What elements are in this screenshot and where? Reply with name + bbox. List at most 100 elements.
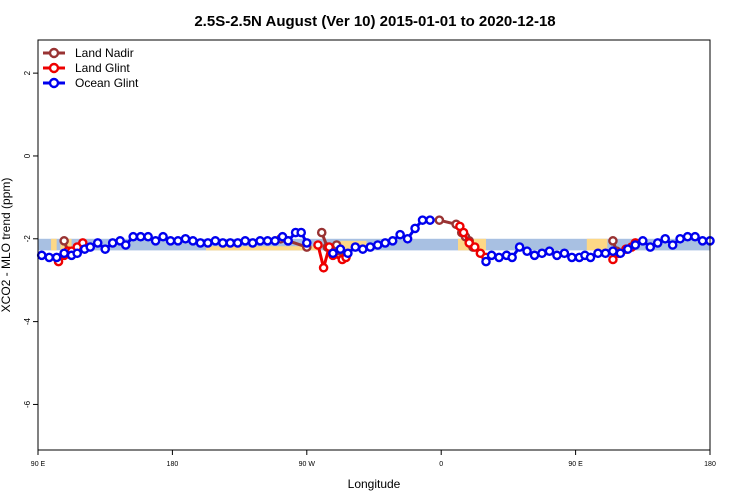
band-yellow-0 [51,238,57,251]
data-point-land-glint [469,242,480,252]
band-yellow-5 [586,238,598,251]
data-point-ocean-glint [600,248,611,259]
data-point-ocean-glint [380,238,391,248]
data-point-ocean-glint [529,250,540,261]
data-point-ocean-glint [365,242,376,252]
data-point-ocean-glint [697,236,708,246]
data-point-ocean-glint [660,233,671,244]
plot-frame [37,39,711,451]
data-point-ocean-glint [107,238,118,248]
legend-marker-land-glint [48,62,60,74]
data-point-ocean-glint [667,240,678,250]
data-point-land-glint [608,254,618,265]
data-point-ocean-glint [652,238,663,248]
series-ocean-glint [36,215,715,267]
data-point-ocean-glint [296,227,307,238]
data-point-ocean-glint [494,252,504,263]
x-tick-label: 180 [167,461,179,468]
data-point-ocean-glint [301,238,312,248]
data-point-ocean-glint [225,238,236,248]
data-point-ocean-glint [180,233,191,244]
data-point-ocean-glint [544,246,555,257]
data-point-ocean-glint [690,231,700,242]
data-point-ocean-glint [335,244,346,254]
data-point-ocean-glint [143,231,153,242]
legend-label-ocean-glint: Ocean Glint [75,76,139,90]
y-tick-label: -4 [23,318,32,326]
data-point-ocean-glint [72,248,82,259]
y-tick-label: 2 [23,70,32,75]
data-point-ocean-glint [128,231,138,242]
data-point-ocean-glint [585,252,596,263]
data-point-ocean-glint [270,236,280,246]
chart-title: 2.5S-2.5N August (Ver 10) 2015-01-01 to … [194,13,555,30]
data-point-ocean-glint [343,248,353,259]
data-point-ocean-glint [615,248,626,259]
x-axis-label: Longitude [348,477,401,491]
data-point-ocean-glint [36,250,47,261]
data-point-ocean-glint [357,244,368,254]
data-point-ocean-glint [59,248,69,259]
data-point-ocean-glint [283,236,293,246]
data-point-ocean-glint [630,240,641,250]
data-point-ocean-glint [158,231,168,242]
data-point-ocean-glint [395,229,405,240]
data-point-ocean-glint [567,252,577,263]
data-point-ocean-glint [262,236,273,246]
data-point-ocean-glint [552,250,562,261]
data-point-ocean-glint [195,238,206,248]
data-point-ocean-glint [120,240,131,250]
data-point-land-glint [313,240,323,250]
data-point-land-nadir [59,236,69,246]
data-point-ocean-glint [372,240,383,250]
data-point-ocean-glint [481,256,491,267]
data-point-ocean-glint [92,238,103,248]
data-point-ocean-glint [240,236,250,246]
data-point-ocean-glint [165,236,176,246]
data-point-land-nadir [608,236,618,246]
data-point-ocean-glint [514,242,525,252]
data-point-land-nadir [316,227,327,238]
data-point-ocean-glint [210,236,221,246]
y-tick-label: -2 [23,235,32,243]
data-point-ocean-glint [638,236,648,246]
legend-label-land-glint: Land Glint [75,61,130,75]
data-point-ocean-glint [507,252,517,263]
data-point-ocean-glint [675,233,685,244]
band-yellow-2 [206,246,318,251]
data-point-ocean-glint [328,248,338,259]
y-tick-label: 0 [23,153,32,158]
data-point-ocean-glint [387,236,398,246]
data-point-ocean-glint [150,236,161,246]
data-point-ocean-glint [537,248,547,259]
data-point-ocean-glint [247,238,258,248]
y-axis-label: XCO2 - MLO trend (ppm) [0,178,13,313]
data-point-ocean-glint [135,231,146,242]
data-point-ocean-glint [402,233,413,244]
legend-marker-land-nadir [48,47,60,59]
data-point-ocean-glint [623,244,633,254]
data-point-ocean-glint [645,242,656,252]
x-tick-label: 90 E [31,461,46,468]
data-point-ocean-glint [203,238,213,248]
data-point-ocean-glint [51,252,62,263]
data-point-ocean-glint [486,250,497,261]
x-tick-label: 90 W [299,461,316,468]
data-point-ocean-glint [232,238,243,248]
data-point-ocean-glint [85,242,96,252]
x-tick-label: 90 E [568,461,583,468]
data-point-ocean-glint [173,236,183,246]
data-point-ocean-glint [593,248,603,259]
data-point-ocean-glint [425,215,435,225]
series-layer [36,215,715,273]
data-point-ocean-glint [350,242,361,252]
legend-label-land-nadir: Land Nadir [75,46,134,60]
data-point-ocean-glint [522,246,532,257]
y-axis: 2 0 -2 -4 -6 [23,70,38,408]
data-point-land-glint [318,262,329,273]
data-point-ocean-glint [255,236,265,246]
data-point-ocean-glint [217,238,228,248]
band-yellow-6 [598,238,608,251]
